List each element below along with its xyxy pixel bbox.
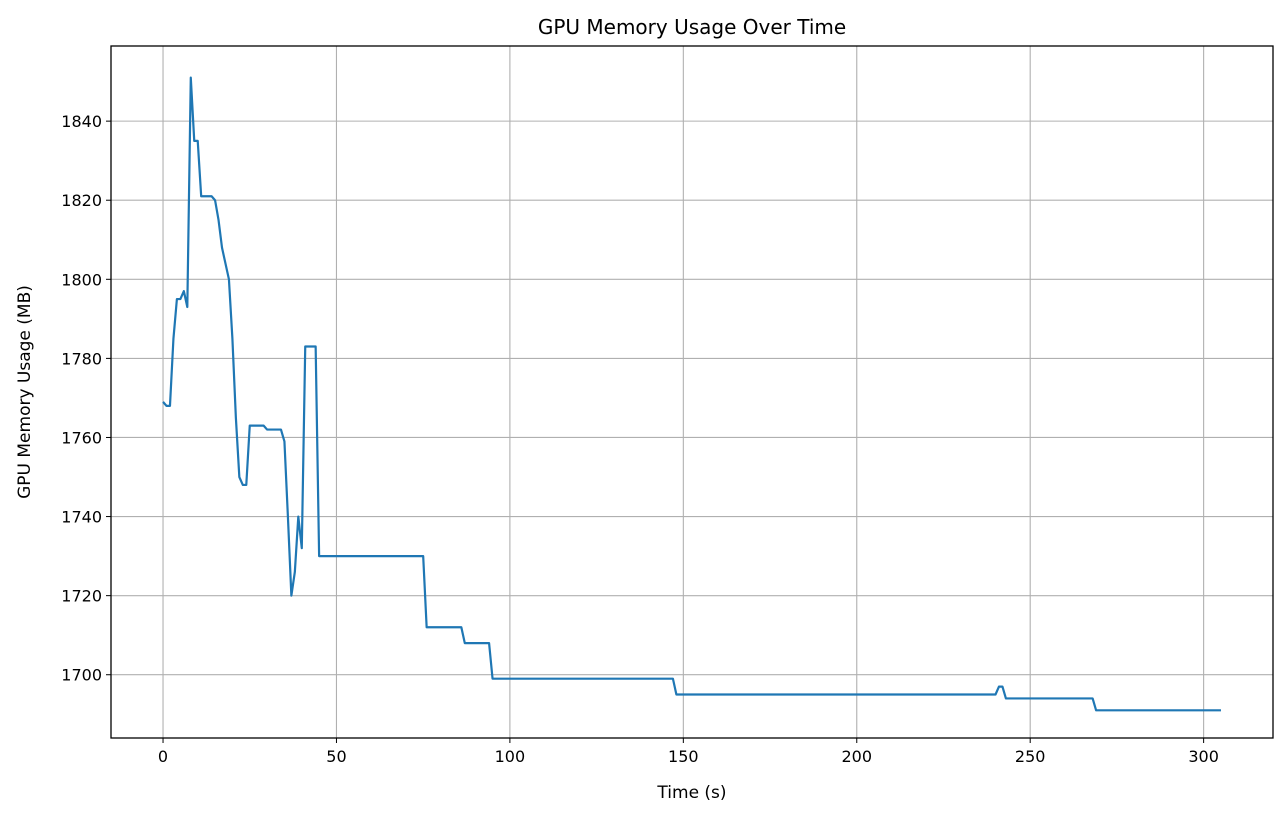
x-tick-label: 100 [495,747,526,766]
x-tick-label: 200 [841,747,872,766]
x-tick-label: 250 [1015,747,1046,766]
series-line [162,76,1221,712]
grid [111,46,1273,738]
y-tick-label: 1720 [61,587,102,606]
y-axis: 1700 1720 1740 1760 1780 1800 1820 1840 [61,112,111,685]
x-axis: 0 50 100 150 200 250 300 [158,738,1219,766]
series-layer [162,76,1221,712]
y-tick-label: 1760 [61,428,102,447]
chart-title: GPU Memory Usage Over Time [538,15,846,39]
y-tick-label: 1780 [61,349,102,368]
y-tick-label: 1700 [61,666,102,685]
y-tick-label: 1740 [61,508,102,527]
y-tick-label: 1840 [61,112,102,131]
x-tick-label: 0 [158,747,168,766]
x-axis-label: Time (s) [656,783,726,803]
y-tick-label: 1820 [61,191,102,210]
x-tick-label: 50 [326,747,346,766]
plot-frame [110,45,1274,739]
x-tick-label: 150 [668,747,699,766]
x-tick-label: 300 [1188,747,1219,766]
y-tick-label: 1800 [61,270,102,289]
y-axis-label: GPU Memory Usage (MB) [15,285,35,499]
